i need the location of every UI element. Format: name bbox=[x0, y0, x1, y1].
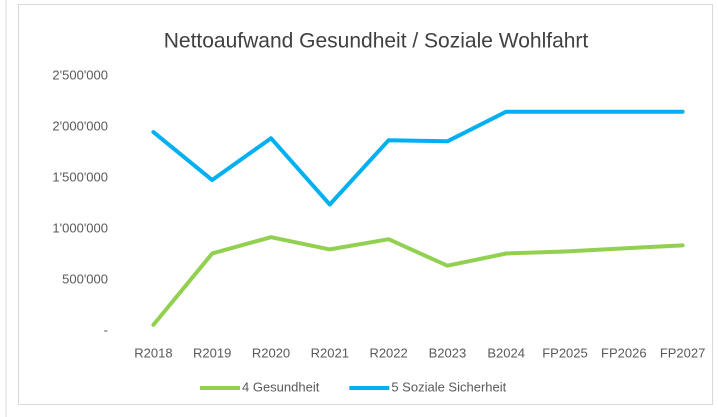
x-tick-label: R2022 bbox=[369, 345, 407, 360]
x-tick-label: FP2025 bbox=[542, 345, 588, 360]
y-tick-label: 2'000'000 bbox=[52, 118, 108, 133]
x-tick-label: R2021 bbox=[311, 345, 349, 360]
x-tick-label: B2024 bbox=[487, 345, 525, 360]
legend-label: 4 Gesundheit bbox=[242, 379, 320, 394]
legend-label: 5 Soziale Sicherheit bbox=[391, 379, 506, 394]
y-tick-label: 2'500'000 bbox=[52, 67, 108, 82]
x-tick-label: R2019 bbox=[193, 345, 231, 360]
x-tick-label: R2020 bbox=[252, 345, 290, 360]
y-tick-label: 500'000 bbox=[62, 271, 108, 286]
y-tick-label: - bbox=[104, 322, 108, 337]
x-tick-label: FP2026 bbox=[601, 345, 647, 360]
chart-border bbox=[18, 4, 713, 405]
y-tick-label: 1'500'000 bbox=[52, 169, 108, 184]
chart-title: Nettoaufwand Gesundheit / Soziale Wohlfa… bbox=[164, 30, 589, 53]
x-tick-label: B2023 bbox=[429, 345, 467, 360]
series-line bbox=[151, 235, 685, 327]
y-tick-label: 1'000'000 bbox=[52, 220, 108, 235]
x-tick-label: R2018 bbox=[134, 345, 172, 360]
series-line bbox=[151, 109, 685, 207]
x-tick-label: FP2027 bbox=[660, 345, 706, 360]
